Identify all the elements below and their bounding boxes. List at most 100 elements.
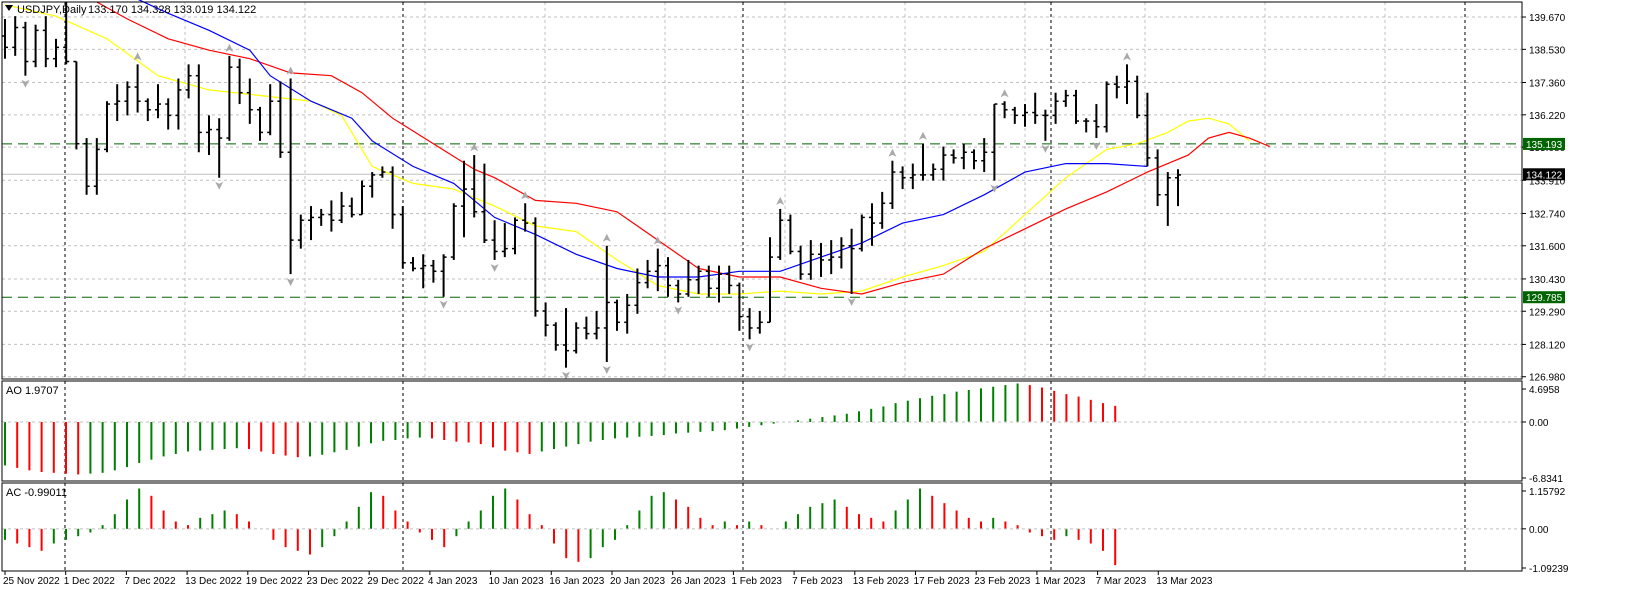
- ohlc-bar[interactable]: [522, 203, 529, 232]
- ohlc-bar[interactable]: [206, 115, 212, 156]
- ohlc-bar[interactable]: [1154, 149, 1161, 207]
- ohlc-bar[interactable]: [1001, 101, 1008, 119]
- ohlc-bar[interactable]: [736, 282, 743, 331]
- ohlc-bar[interactable]: [909, 163, 916, 190]
- ohlc-bar[interactable]: [369, 172, 376, 198]
- ohlc-bar[interactable]: [1164, 172, 1171, 226]
- ohlc-bar[interactable]: [777, 208, 784, 260]
- ohlc-bar[interactable]: [389, 166, 396, 229]
- ohlc-bar[interactable]: [481, 163, 488, 243]
- ohlc-bar[interactable]: [869, 203, 875, 246]
- ohlc-bar[interactable]: [644, 259, 651, 289]
- ohlc-bar[interactable]: [267, 84, 274, 136]
- ohlc-bar[interactable]: [991, 103, 998, 181]
- ohlc-bar[interactable]: [542, 302, 549, 337]
- ohlc-bar[interactable]: [940, 146, 947, 181]
- ohlc-bar[interactable]: [471, 155, 478, 218]
- ohlc-bar[interactable]: [797, 245, 804, 280]
- ohlc-bar[interactable]: [603, 245, 610, 362]
- ohlc-bar[interactable]: [899, 166, 906, 190]
- ohlc-bar[interactable]: [287, 78, 294, 275]
- ohlc-bar[interactable]: [297, 214, 304, 249]
- ohlc-bar[interactable]: [960, 143, 967, 170]
- ohlc-bar[interactable]: [124, 81, 131, 116]
- ohlc-bar[interactable]: [83, 138, 90, 195]
- ohlc-bar[interactable]: [767, 237, 773, 324]
- ohlc-bar[interactable]: [807, 240, 814, 280]
- ohlc-bar[interactable]: [746, 308, 753, 340]
- ohlc-bar[interactable]: [1022, 104, 1028, 127]
- ohlc-bar[interactable]: [1144, 92, 1151, 167]
- ohlc-bar[interactable]: [53, 38, 59, 68]
- ohlc-bar[interactable]: [1124, 64, 1130, 105]
- ohlc-bar[interactable]: [705, 265, 712, 297]
- ohlc-bar[interactable]: [593, 310, 600, 340]
- ohlc-bar[interactable]: [614, 299, 620, 331]
- ohlc-bar[interactable]: [379, 166, 386, 178]
- ohlc-bar[interactable]: [756, 310, 763, 334]
- ohlc-bar[interactable]: [675, 279, 682, 303]
- ohlc-bar[interactable]: [430, 259, 437, 283]
- ohlc-bar[interactable]: [461, 160, 467, 238]
- ohlc-bar[interactable]: [950, 149, 957, 164]
- ohlc-bar[interactable]: [1093, 104, 1100, 139]
- ohlc-bar[interactable]: [532, 217, 539, 317]
- ohlc-bar[interactable]: [1032, 92, 1039, 124]
- ohlc-bar[interactable]: [104, 101, 110, 153]
- ohlc-bar[interactable]: [175, 78, 182, 130]
- ohlc-bar[interactable]: [716, 265, 722, 303]
- ohlc-bar[interactable]: [787, 214, 794, 255]
- ohlc-bar[interactable]: [491, 220, 498, 260]
- ohlc-bar[interactable]: [42, 16, 49, 68]
- ohlc-bar[interactable]: [155, 84, 161, 119]
- ohlc-bar[interactable]: [726, 265, 733, 294]
- ohlc-bar[interactable]: [114, 84, 121, 122]
- ohlc-bar[interactable]: [1083, 118, 1090, 133]
- ohlc-bar[interactable]: [879, 191, 886, 229]
- ohlc-bar[interactable]: [93, 138, 100, 195]
- ohlc-bar[interactable]: [930, 163, 937, 181]
- ohlc-bar[interactable]: [858, 214, 865, 252]
- ohlc-bar[interactable]: [450, 203, 457, 260]
- ohlc-bar[interactable]: [583, 316, 590, 340]
- price-bars-layer[interactable]: [2, 2, 1181, 368]
- ohlc-bar[interactable]: [828, 240, 835, 275]
- ohlc-bar[interactable]: [32, 24, 39, 68]
- ohlc-bar[interactable]: [1042, 109, 1049, 141]
- ohlc-bar[interactable]: [1134, 75, 1141, 119]
- ohlc-bar[interactable]: [338, 191, 345, 224]
- ohlc-bar[interactable]: [971, 149, 977, 170]
- ohlc-bar[interactable]: [552, 322, 559, 351]
- ohlc-bar[interactable]: [134, 64, 141, 113]
- ohlc-bar[interactable]: [359, 180, 365, 216]
- ohlc-bar[interactable]: [838, 237, 845, 269]
- ohlc-bar[interactable]: [573, 322, 580, 354]
- ohlc-bar[interactable]: [1073, 89, 1079, 124]
- ohlc-bar[interactable]: [410, 257, 416, 272]
- ohlc-bar[interactable]: [12, 16, 19, 56]
- ohlc-bar[interactable]: [1011, 106, 1018, 124]
- ohlc-bar[interactable]: [328, 200, 335, 232]
- ohlc-bar[interactable]: [399, 206, 406, 269]
- ohlc-bar[interactable]: [695, 265, 702, 294]
- ohlc-bar[interactable]: [889, 160, 896, 209]
- ohlc-bar[interactable]: [634, 268, 641, 314]
- ohlc-bar[interactable]: [144, 98, 151, 122]
- ohlc-bar[interactable]: [685, 259, 692, 297]
- ohlc-bar[interactable]: [73, 60, 80, 150]
- ohlc-bar[interactable]: [226, 55, 233, 141]
- ohlc-bar[interactable]: [246, 78, 253, 124]
- ohlc-bar[interactable]: [1175, 169, 1181, 207]
- ohlc-bar[interactable]: [981, 138, 988, 173]
- ohlc-bar[interactable]: [665, 257, 671, 297]
- ohlc-bar[interactable]: [1103, 81, 1110, 133]
- ohlc-bar[interactable]: [420, 254, 427, 289]
- ohlc-bar[interactable]: [318, 208, 325, 226]
- ohlc-bar[interactable]: [848, 228, 855, 294]
- ohlc-bar[interactable]: [624, 293, 631, 334]
- ohlc-bar[interactable]: [277, 81, 284, 158]
- ohlc-bar[interactable]: [501, 223, 508, 258]
- ohlc-bar[interactable]: [308, 206, 314, 241]
- ohlc-bar[interactable]: [920, 143, 926, 181]
- ohlc-bar[interactable]: [216, 118, 223, 178]
